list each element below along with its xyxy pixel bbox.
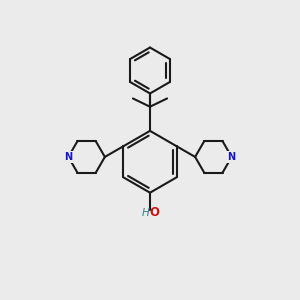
Text: O: O	[149, 206, 159, 219]
Text: N: N	[64, 152, 72, 162]
Text: H: H	[141, 208, 149, 218]
Text: N: N	[228, 152, 236, 162]
